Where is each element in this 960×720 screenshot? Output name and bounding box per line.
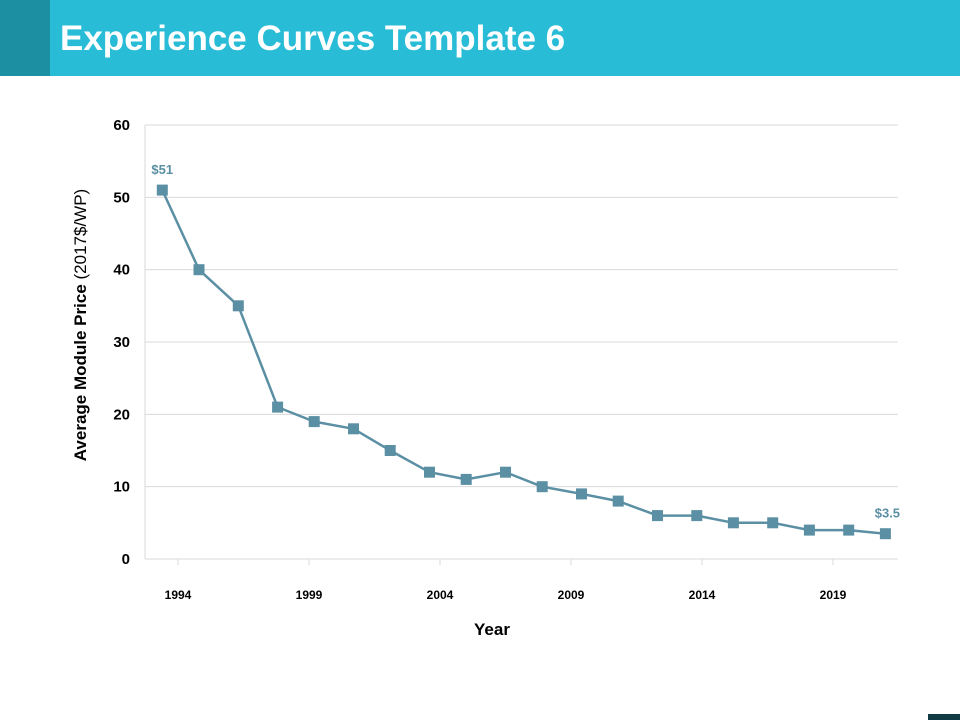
data-point-marker (803, 524, 815, 536)
data-point-marker (576, 488, 587, 500)
y-tick-label: 50 (113, 189, 130, 206)
data-point-marker (156, 184, 168, 196)
x-tick-label: 2009 (558, 588, 585, 602)
x-axis-title: Year (474, 620, 510, 639)
page-title: Experience Curves Template 6 (60, 19, 566, 58)
data-point-marker (691, 510, 703, 522)
data-point-marker (500, 466, 511, 478)
data-point-marker (308, 416, 320, 428)
data-label: $51 (151, 162, 173, 177)
x-tick-label: 1999 (296, 588, 323, 602)
data-point-marker (272, 401, 284, 413)
data-point-marker (424, 466, 435, 478)
data-point-marker (612, 495, 624, 507)
data-point-marker (460, 473, 472, 485)
data-point-marker (232, 300, 244, 312)
y-axis-title-main: Average Module Price (71, 284, 90, 461)
corner-mark (928, 714, 960, 720)
data-point-marker (193, 264, 205, 276)
data-label: $3.5 (875, 506, 900, 521)
y-tick-label: 60 (113, 117, 130, 134)
x-tick-label: 1994 (165, 588, 192, 602)
x-tick-label: 2019 (820, 588, 847, 602)
data-point-marker (384, 445, 396, 456)
data-point-marker (727, 517, 739, 529)
y-tick-label: 40 (113, 262, 130, 279)
data-point-marker (536, 481, 548, 493)
data-point-marker (767, 517, 779, 529)
header-bar: Experience Curves Template 6 (0, 0, 960, 76)
y-tick-label: 0 (122, 551, 130, 568)
data-point-marker (879, 528, 891, 540)
y-tick-label: 20 (113, 406, 130, 423)
data-point-marker (843, 524, 855, 536)
header-accent-block (0, 0, 50, 76)
x-tick-label: 2014 (689, 588, 716, 602)
y-tick-label: 30 (113, 334, 130, 351)
series-line (161, 189, 886, 535)
y-axis-title: Average Module Price (2017$/WP) (71, 189, 90, 461)
y-axis-title-unit: (2017$/WP) (71, 189, 90, 284)
data-point-marker (652, 510, 663, 522)
data-point-marker (348, 423, 359, 435)
x-tick-label: 2004 (427, 588, 454, 602)
y-tick-label: 10 (113, 479, 130, 496)
